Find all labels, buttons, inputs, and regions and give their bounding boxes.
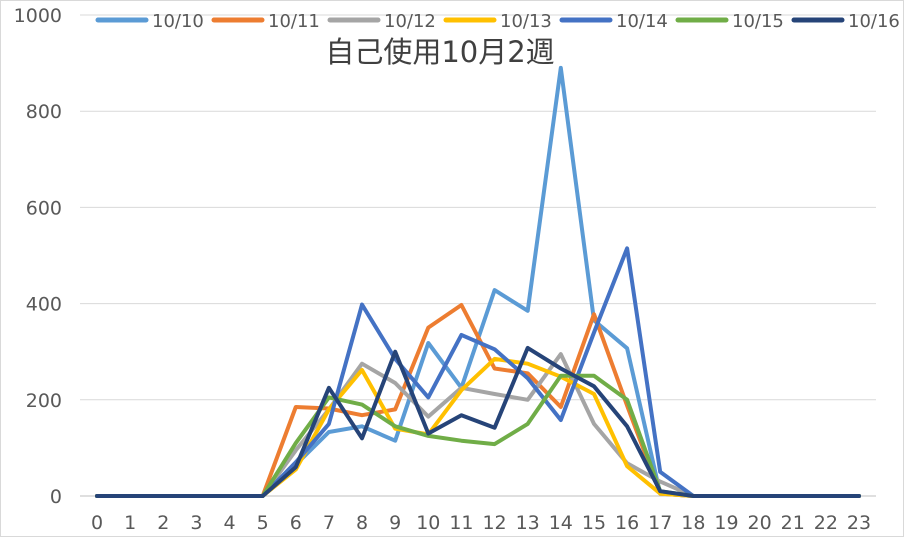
y-tick-label-600: 600 xyxy=(26,197,62,219)
y-tick-label-0: 0 xyxy=(50,486,62,508)
x-tick-label-3: 3 xyxy=(190,512,202,534)
gridlines xyxy=(80,14,876,401)
x-tick-label-18: 18 xyxy=(681,512,705,534)
x-tick-label-21: 21 xyxy=(781,512,805,534)
legend-label-10-15: 10/15 xyxy=(732,11,784,32)
x-tick-label-1: 1 xyxy=(124,512,136,534)
x-tick-label-7: 7 xyxy=(323,512,335,534)
x-tick-label-16: 16 xyxy=(615,512,639,534)
y-tick-label-1000: 1000 xyxy=(14,5,62,27)
x-tick-label-9: 9 xyxy=(389,512,401,534)
x-tick-label-12: 12 xyxy=(482,512,506,534)
x-tick-label-23: 23 xyxy=(847,512,871,534)
x-tick-label-0: 0 xyxy=(91,512,103,534)
legend-label-10-12: 10/12 xyxy=(384,11,436,32)
legend-label-10-16: 10/16 xyxy=(848,11,900,32)
x-tick-label-11: 11 xyxy=(449,512,473,534)
x-tick-label-15: 15 xyxy=(582,512,606,534)
x-tick-label-4: 4 xyxy=(223,512,235,534)
legend-label-10-11: 10/11 xyxy=(268,11,320,32)
x-tick-label-14: 14 xyxy=(549,512,573,534)
x-tick-label-2: 2 xyxy=(157,512,169,534)
legend-label-10-10: 10/10 xyxy=(152,11,204,32)
chart-title: 自己使用10月2週 xyxy=(325,35,554,69)
series-lines xyxy=(95,65,861,498)
x-tick-label-22: 22 xyxy=(814,512,838,534)
x-tick-label-8: 8 xyxy=(356,512,368,534)
x-tick-label-19: 19 xyxy=(714,512,738,534)
x-tick-label-10: 10 xyxy=(416,512,440,534)
y-tick-label-800: 800 xyxy=(26,101,62,123)
x-tick-label-6: 6 xyxy=(290,512,302,534)
series-line-10-16 xyxy=(95,345,861,498)
legend-label-10-14: 10/14 xyxy=(616,11,668,32)
x-tick-label-13: 13 xyxy=(516,512,540,534)
x-tick-label-17: 17 xyxy=(648,512,672,534)
y-tick-label-200: 200 xyxy=(26,390,62,412)
y-tick-label-400: 400 xyxy=(26,294,62,316)
legend: 10/10 10/11 10/12 10/13 10/14 10/15 10/16 xyxy=(95,11,900,32)
x-tick-label-5: 5 xyxy=(257,512,269,534)
x-tick-label-20: 20 xyxy=(748,512,772,534)
legend-label-10-13: 10/13 xyxy=(500,11,552,32)
